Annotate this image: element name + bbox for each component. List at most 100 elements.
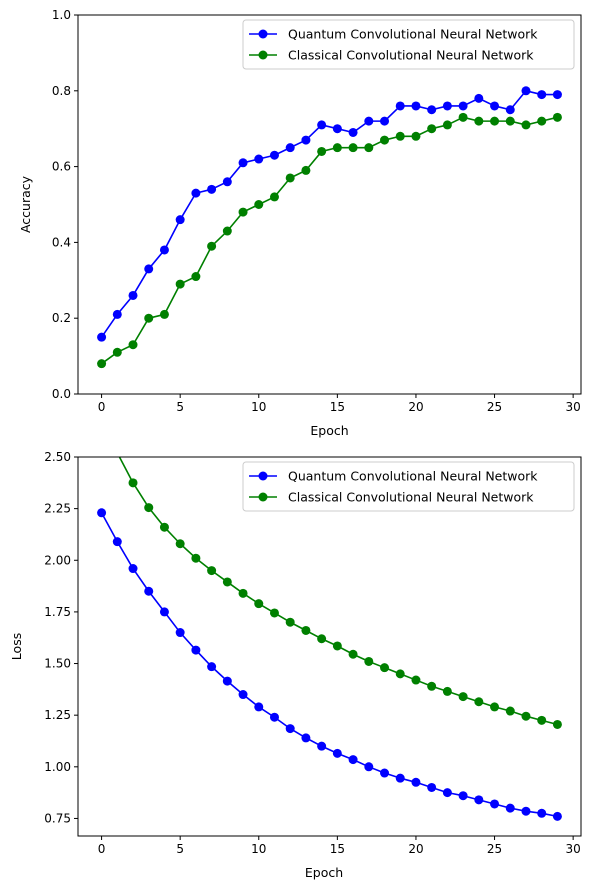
accuracy-x-tick-label: 10	[251, 400, 266, 414]
accuracy-classical-point	[129, 340, 138, 349]
loss-classical-point	[411, 676, 420, 685]
loss-quantum-point	[270, 713, 279, 722]
loss-plot: 0 5 10 15 20 25 30 0.75 1.00 1.25 1.50 1.75 2.00 2.25…	[9, 422, 581, 880]
accuracy-classical-point	[506, 117, 515, 126]
loss-quantum-point	[349, 755, 358, 764]
accuracy-classical-point	[459, 113, 468, 122]
loss-classical-point	[553, 720, 562, 729]
loss-quantum-point	[176, 628, 185, 637]
accuracy-classical-point	[270, 192, 279, 201]
accuracy-quantum-point	[239, 158, 248, 167]
accuracy-classical-point	[427, 124, 436, 133]
loss-x-tick-label: 10	[251, 842, 266, 856]
loss-x-tick-label: 20	[408, 842, 423, 856]
accuracy-axes-frame	[78, 15, 581, 394]
loss-x-tick-label: 5	[176, 842, 184, 856]
loss-quantum-point	[537, 809, 546, 818]
loss-classical-point	[191, 554, 200, 563]
accuracy-quantum-point	[176, 215, 185, 224]
accuracy-quantum-point	[411, 101, 420, 110]
loss-legend-classical-label: Classical Convolutional Neural Network	[288, 490, 534, 505]
accuracy-classical-point	[301, 166, 310, 175]
loss-quantum-point	[191, 646, 200, 655]
accuracy-classical-point	[333, 143, 342, 152]
loss-quantum-point	[396, 774, 405, 783]
loss-quantum-point	[427, 783, 436, 792]
loss-legend-quantum-marker	[259, 472, 268, 481]
loss-y-tick-label: 2.00	[44, 553, 71, 567]
loss-quantum-point	[286, 724, 295, 733]
accuracy-quantum-point	[254, 155, 263, 164]
accuracy-classical-point	[349, 143, 358, 152]
accuracy-quantum-point	[349, 128, 358, 137]
loss-classical-point	[301, 626, 310, 635]
accuracy-quantum-point	[286, 143, 295, 152]
loss-classical-point	[129, 478, 138, 487]
loss-classical-point	[239, 589, 248, 598]
loss-x-tick-label: 0	[98, 842, 106, 856]
accuracy-quantum-point	[427, 105, 436, 114]
loss-quantum-point	[364, 762, 373, 771]
accuracy-quantum-point	[317, 120, 326, 129]
loss-x-tick-label: 25	[487, 842, 502, 856]
loss-legend-quantum-label: Quantum Convolutional Neural Network	[288, 469, 538, 484]
accuracy-classical-point	[521, 120, 530, 129]
loss-quantum-point	[239, 690, 248, 699]
accuracy-quantum-point	[474, 94, 483, 103]
loss-quantum-point	[97, 508, 106, 517]
accuracy-x-tick-label: 5	[176, 400, 184, 414]
loss-quantum-point	[521, 807, 530, 816]
accuracy-quantum-point	[144, 264, 153, 273]
accuracy-plot: 0 5 10 15 20 25 30 0.0 0.2 0.4 0.6 0.8 1.0 Epoch Acc…	[18, 8, 581, 438]
accuracy-y-tick-label: 0.8	[52, 84, 71, 98]
loss-quantum-series-line	[102, 513, 558, 817]
accuracy-classical-point	[411, 132, 420, 141]
loss-x-tick-label: 30	[566, 842, 581, 856]
loss-classical-point	[207, 566, 216, 575]
loss-classical-point	[537, 716, 546, 725]
loss-quantum-point	[443, 788, 452, 797]
loss-quantum-point	[459, 791, 468, 800]
accuracy-classical-point	[380, 136, 389, 145]
loss-quantum-point	[223, 677, 232, 686]
accuracy-quantum-point	[553, 90, 562, 99]
loss-quantum-point	[380, 769, 389, 778]
accuracy-quantum-point	[223, 177, 232, 186]
loss-classical-point	[364, 657, 373, 666]
accuracy-quantum-point	[301, 136, 310, 145]
accuracy-quantum-point	[380, 117, 389, 126]
accuracy-series-layer	[97, 86, 562, 368]
loss-y-axis-label: Loss	[9, 633, 24, 660]
accuracy-classical-point	[254, 200, 263, 209]
loss-classical-point	[490, 702, 499, 711]
loss-quantum-point	[317, 742, 326, 751]
loss-classical-point	[144, 503, 153, 512]
accuracy-legend-quantum-marker	[259, 30, 268, 39]
loss-y-tick-label: 2.25	[44, 502, 71, 516]
loss-classical-point	[160, 523, 169, 532]
loss-legend-classical-marker	[259, 493, 268, 502]
accuracy-quantum-point	[443, 101, 452, 110]
loss-classical-point	[286, 618, 295, 627]
accuracy-classical-point	[191, 272, 200, 281]
loss-quantum-point	[333, 749, 342, 758]
accuracy-quantum-point	[333, 124, 342, 133]
accuracy-x-tick-label: 20	[408, 400, 423, 414]
loss-quantum-point	[474, 795, 483, 804]
loss-classical-point	[97, 422, 106, 431]
accuracy-y-tick-label: 0.4	[52, 235, 71, 249]
loss-classical-point	[443, 687, 452, 696]
loss-classical-point	[223, 577, 232, 586]
loss-classical-point	[333, 641, 342, 650]
accuracy-y-tick-label: 0.0	[52, 387, 71, 401]
loss-quantum-point	[129, 564, 138, 573]
accuracy-quantum-point	[129, 291, 138, 300]
accuracy-classical-point	[443, 120, 452, 129]
accuracy-y-tick-label: 0.6	[52, 160, 71, 174]
accuracy-x-tick-label: 30	[566, 400, 581, 414]
accuracy-classical-point	[207, 242, 216, 251]
accuracy-classical-point	[317, 147, 326, 156]
loss-quantum-point	[506, 804, 515, 813]
loss-y-tick-label: 1.50	[44, 657, 71, 671]
accuracy-quantum-point	[97, 333, 106, 342]
